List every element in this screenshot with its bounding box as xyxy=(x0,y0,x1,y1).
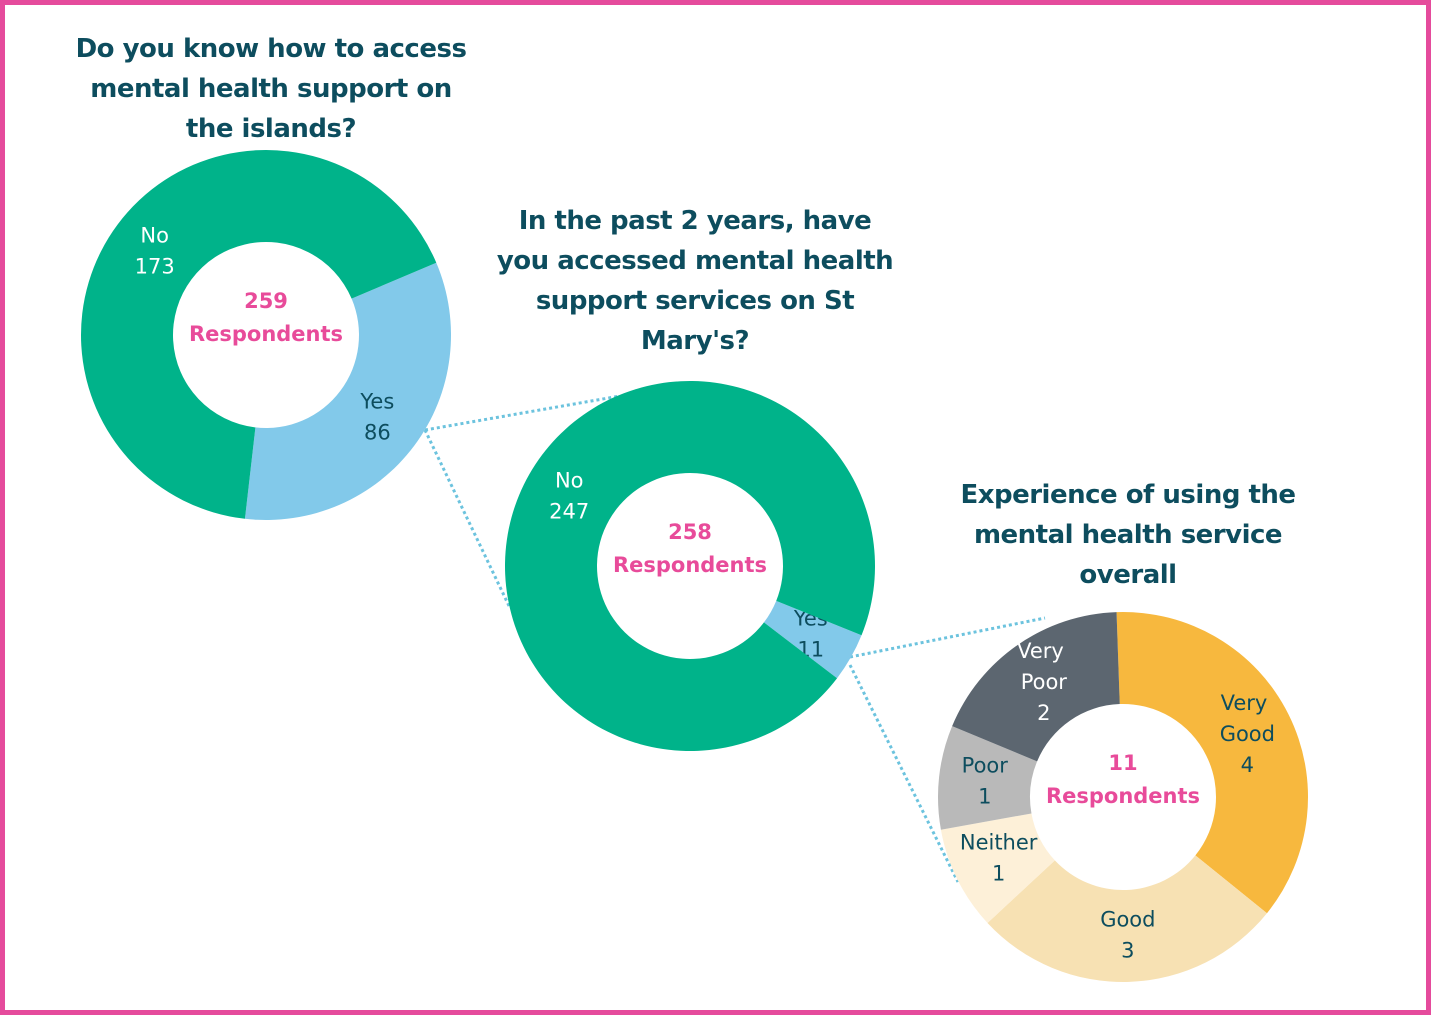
center-label: Respondents xyxy=(1046,784,1200,808)
slice-value: 1 xyxy=(992,862,1005,886)
label-line: No xyxy=(140,223,169,247)
center-label: Respondents xyxy=(189,322,343,346)
donut-slice xyxy=(80,150,437,519)
connector xyxy=(424,394,621,432)
slice-label: No xyxy=(140,223,169,247)
slice-value: 4 xyxy=(1241,753,1254,777)
charts: Yes86No173259RespondentsYes11No247258Res… xyxy=(80,150,1308,982)
connectors xyxy=(423,394,1046,883)
label-line: No xyxy=(555,469,584,493)
donut-slice xyxy=(952,612,1120,762)
donut-slice xyxy=(987,855,1267,982)
connector xyxy=(423,429,512,609)
label-line: Very xyxy=(1017,639,1070,663)
slice-label: Very Poor xyxy=(1017,639,1070,694)
center-total: 11 xyxy=(1108,751,1137,775)
label-line: Neither xyxy=(960,831,1038,855)
donut-slice xyxy=(505,380,876,751)
chart-title: In the past 2 years, have you accessed m… xyxy=(496,206,894,356)
label-line: Good xyxy=(1220,722,1275,746)
slice-label: Neither xyxy=(960,831,1038,855)
center-total: 259 xyxy=(244,289,288,313)
slice-label: Yes xyxy=(359,390,394,414)
label-line: Very xyxy=(1221,691,1274,715)
center-label: Respondents xyxy=(613,553,767,577)
slice-label: No xyxy=(555,469,584,493)
slice-value: 2 xyxy=(1037,701,1050,725)
donut-slice xyxy=(1116,611,1308,914)
chart-title: Experience of using the mental health se… xyxy=(960,480,1296,590)
slice-value: 1 xyxy=(978,785,991,809)
slice-label: Very Good xyxy=(1220,691,1275,746)
label-line: Poor xyxy=(962,754,1009,778)
chart-title: Do you know how to access mental health … xyxy=(75,34,467,144)
label-line: Good xyxy=(1100,907,1155,931)
donut-slice xyxy=(244,262,451,521)
slice-label: Poor xyxy=(962,754,1009,778)
slice-value: 173 xyxy=(135,254,175,278)
slice-value: 247 xyxy=(549,500,589,524)
slice-value: 86 xyxy=(364,421,391,445)
connector xyxy=(848,664,960,883)
slice-label: Good xyxy=(1100,907,1155,931)
donut-slice xyxy=(938,726,1038,830)
slice-value: 3 xyxy=(1121,938,1134,962)
donut-slice xyxy=(940,813,1055,923)
label-line: Yes xyxy=(359,390,394,414)
donut-slice xyxy=(763,600,862,679)
center-total: 258 xyxy=(668,520,712,544)
label-line: Poor xyxy=(1021,670,1068,694)
